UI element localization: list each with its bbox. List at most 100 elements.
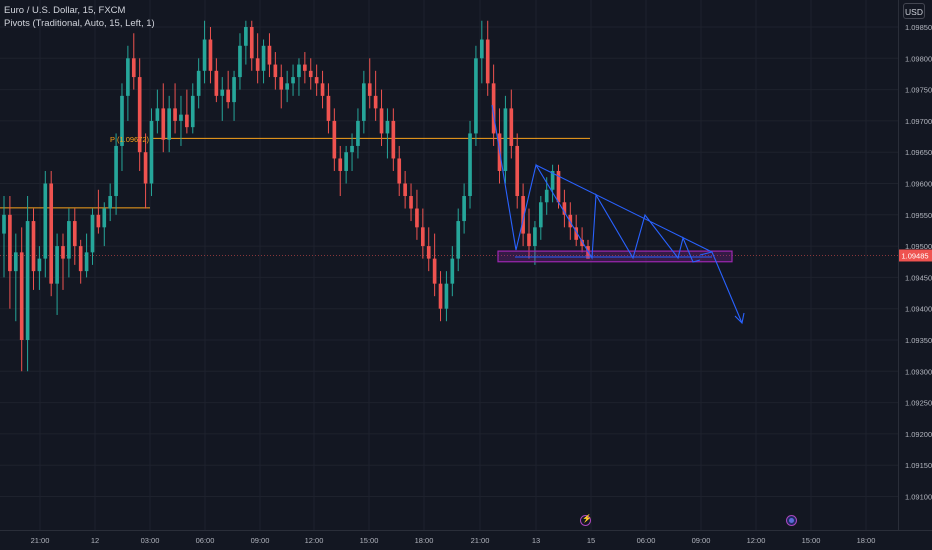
candle-body xyxy=(308,70,313,78)
candle-body xyxy=(55,246,59,284)
candle-body xyxy=(515,145,520,197)
time-tick-label: 13 xyxy=(532,536,540,545)
candle-body xyxy=(426,246,431,259)
time-tick-label: 09:00 xyxy=(251,536,270,545)
price-tick-label: 1.09650 xyxy=(905,148,932,157)
candle-body xyxy=(303,64,307,71)
price-tick-label: 1.09750 xyxy=(905,86,932,95)
candle-body xyxy=(72,221,77,247)
candle-body xyxy=(126,58,130,96)
price-tick-label: 1.09800 xyxy=(905,54,932,63)
candle-body xyxy=(580,239,584,247)
candle-body xyxy=(456,221,461,259)
candle-body xyxy=(84,252,89,272)
candle-body xyxy=(255,58,260,71)
price-tick-label: 1.09600 xyxy=(905,180,932,189)
pivot-label: P (1.09672) xyxy=(110,135,150,144)
candle-body xyxy=(49,183,54,284)
candle-body xyxy=(415,208,419,228)
candle-body xyxy=(344,152,348,171)
candle-body xyxy=(538,202,543,228)
time-axis-separator xyxy=(0,530,932,531)
candle-body xyxy=(332,120,337,159)
trend-drawings[interactable] xyxy=(491,104,745,325)
economic-event-icon[interactable] xyxy=(786,515,797,526)
candle-body xyxy=(574,227,579,240)
candle-body xyxy=(202,39,207,71)
candle-body xyxy=(326,95,331,121)
candle-body xyxy=(491,83,496,134)
time-tick-label: 18:00 xyxy=(415,536,434,545)
candle-body xyxy=(297,64,301,78)
candle-body xyxy=(285,83,289,90)
price-tick-label: 1.09500 xyxy=(905,242,932,251)
price-tick-label: 1.09450 xyxy=(905,273,932,282)
candle-body xyxy=(37,258,42,272)
candle-body xyxy=(350,145,354,153)
time-tick-label: 12:00 xyxy=(305,536,324,545)
candle-body xyxy=(379,108,384,134)
candle-body xyxy=(521,196,525,234)
candle-body xyxy=(291,77,295,84)
candle-body xyxy=(314,77,319,84)
indicator-legend[interactable]: Pivots (Traditional, Auto, 15, Left, 1) xyxy=(4,18,155,29)
candle-body xyxy=(479,39,484,59)
candle-body xyxy=(338,158,343,171)
time-tick-label: 12 xyxy=(91,536,99,545)
symbol-title[interactable]: Euro / U.S. Dollar, 15, FXCM xyxy=(4,5,126,16)
candle-body xyxy=(544,189,549,203)
price-tick-label: 1.09550 xyxy=(905,211,932,220)
candle-body xyxy=(391,120,396,159)
arrow-head xyxy=(734,312,745,325)
candle-body xyxy=(485,39,490,84)
candle-body xyxy=(226,89,230,103)
candlestick-series xyxy=(2,20,590,372)
time-tick-label: 15:00 xyxy=(802,536,821,545)
candle-body xyxy=(43,183,48,259)
candle-body xyxy=(273,64,278,78)
candle-body xyxy=(185,114,189,128)
candle-body xyxy=(179,114,183,121)
candle-body xyxy=(244,27,248,46)
pivot-lines xyxy=(0,137,898,256)
price-tick-label: 1.09100 xyxy=(905,493,932,502)
candle-body xyxy=(108,196,113,209)
time-tick-label: 03:00 xyxy=(141,536,160,545)
candle-body xyxy=(238,45,242,78)
currency-button[interactable]: USD xyxy=(903,3,925,19)
candle-body xyxy=(114,145,118,197)
candle-body xyxy=(149,120,154,184)
candle-body xyxy=(214,70,219,96)
price-tick-label: 1.09400 xyxy=(905,305,932,314)
candle-body xyxy=(232,77,236,103)
price-tick-label: 1.09200 xyxy=(905,430,932,439)
candle-body xyxy=(96,214,101,228)
time-tick-label: 21:00 xyxy=(31,536,50,545)
candle-body xyxy=(420,227,425,247)
candle-body xyxy=(356,120,360,146)
time-tick-label: 12:00 xyxy=(747,536,766,545)
candle-body xyxy=(385,120,390,134)
candle-body xyxy=(527,233,531,247)
candle-body xyxy=(550,170,555,190)
time-tick-label: 09:00 xyxy=(692,536,711,545)
price-tick-label: 1.09350 xyxy=(905,336,932,345)
candle-body xyxy=(143,152,148,184)
candle-body xyxy=(474,58,478,134)
candle-body xyxy=(208,39,213,71)
time-tick-label: 06:00 xyxy=(196,536,215,545)
candle-body xyxy=(19,252,24,340)
candle-body xyxy=(120,95,124,146)
economic-event-icon[interactable] xyxy=(580,514,592,526)
support-zone xyxy=(497,250,733,263)
candle-body xyxy=(409,196,413,209)
candle-body xyxy=(131,58,136,78)
candle-body xyxy=(31,221,36,272)
candle-body xyxy=(373,95,378,109)
candle-body xyxy=(196,70,201,96)
candle-body xyxy=(137,77,142,153)
candle-body xyxy=(61,246,65,259)
candle-body xyxy=(362,83,366,121)
candle-body xyxy=(102,208,107,228)
